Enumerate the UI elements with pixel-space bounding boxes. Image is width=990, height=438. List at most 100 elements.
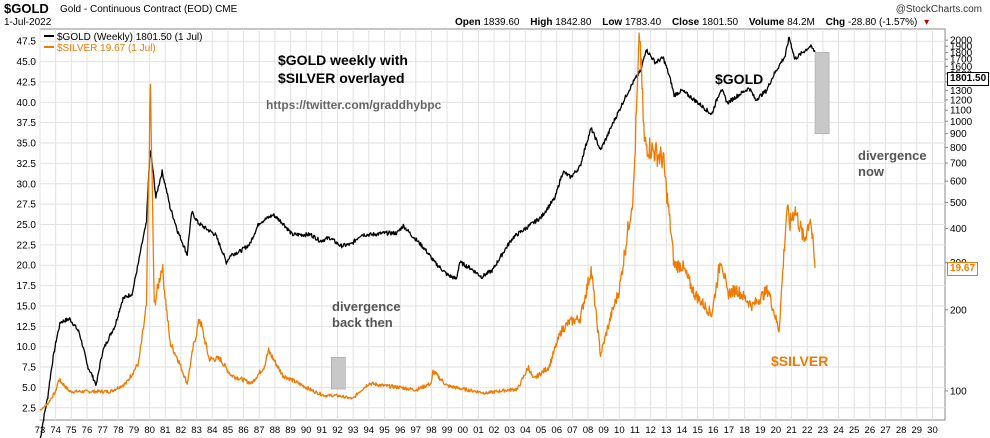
ohlc-volume: Volume 84.2M	[748, 17, 815, 28]
annotation-divergence-now: divergence now	[858, 148, 927, 179]
gold-price-tag: 1801.50	[947, 72, 990, 86]
legend-gold: $GOLD (Weekly) 1801.50 (1 Jul)	[44, 32, 202, 43]
right-tick-label: 900	[950, 129, 967, 140]
x-tick-label: 14	[677, 425, 688, 436]
right-tick-label: 2000	[950, 36, 973, 47]
ticker-symbol: $GOLD	[4, 1, 49, 16]
left-tick-label: 12.5	[17, 322, 37, 333]
left-tick-label: 35.0	[17, 139, 37, 150]
x-tick-label: 29	[912, 425, 923, 436]
left-tick-label: 47.5	[17, 37, 37, 48]
x-tick-label: 00	[457, 425, 468, 436]
annotation-gold-label: $GOLD	[715, 71, 764, 87]
x-tick-label: 27	[880, 425, 891, 436]
left-tick-label: 20.0	[17, 261, 37, 272]
x-tick-label: 89	[285, 425, 296, 436]
x-tick-label: 30	[927, 425, 938, 436]
left-tick-label: 15.0	[17, 301, 37, 312]
left-tick-label: 27.5	[17, 200, 37, 211]
x-tick-label: 86	[238, 425, 249, 436]
x-tick-label: 74	[50, 425, 61, 436]
x-tick-label: 77	[97, 425, 108, 436]
annotation-divergence-then: divergence back then	[332, 299, 401, 330]
x-tick-label: 03	[504, 425, 515, 436]
legend-gold-text: $GOLD (Weekly) 1801.50 (1 Jul)	[57, 32, 203, 43]
x-tick-label: 01	[473, 425, 484, 436]
x-tick-label: 96	[395, 425, 406, 436]
left-tick-label: 30.0	[17, 179, 37, 190]
right-tick-label: 1900	[950, 42, 973, 53]
x-tick-label: 17	[724, 425, 735, 436]
contract-name: Gold - Continuous Contract (EOD)	[60, 4, 213, 15]
x-tick-label: 20	[771, 425, 782, 436]
x-tick-label: 81	[160, 425, 171, 436]
copyright-label: @StockCharts.com	[895, 4, 982, 15]
legend-gold-swatch	[44, 34, 54, 37]
left-tick-label: 22.5	[17, 240, 37, 251]
x-tick-label: 12	[645, 425, 656, 436]
x-tick-label: 23	[818, 425, 829, 436]
x-tick-label: 76	[82, 425, 93, 436]
right-tick-label: 100	[950, 386, 967, 397]
x-tick-label: 09	[598, 425, 609, 436]
x-tick-label: 80	[144, 425, 155, 436]
x-tick-label: 21	[786, 425, 797, 436]
legend-silver: $SILVER 19.67 (1 Jul)	[44, 43, 156, 54]
annotation-title-line1: $GOLD weekly with	[278, 52, 408, 68]
chart-subtitle: Gold - Continuous Contract (EOD) CME	[60, 4, 237, 15]
x-tick-label: 10	[614, 425, 625, 436]
left-tick-label: 32.5	[17, 159, 37, 170]
x-tick-label: 73	[35, 425, 46, 436]
right-tick-label: 1600	[950, 62, 973, 73]
right-tick-label: 500	[950, 198, 967, 209]
x-tick-label: 16	[708, 425, 719, 436]
ohlc-close: Close 1801.50	[671, 17, 739, 28]
x-tick-label: 94	[364, 425, 375, 436]
x-tick-label: 87	[254, 425, 265, 436]
x-tick-label: 88	[270, 425, 281, 436]
x-tick-label: 84	[207, 425, 218, 436]
left-tick-label: 2.5	[22, 403, 36, 414]
exchange-name: CME	[215, 4, 238, 15]
x-tick-label: 82	[176, 425, 187, 436]
x-tick-label: 07	[567, 425, 578, 436]
right-tick-label: 200	[950, 305, 967, 316]
left-tick-label: 45.0	[17, 57, 37, 68]
x-tick-label: 95	[379, 425, 390, 436]
x-tick-label: 26	[865, 425, 876, 436]
x-tick-label: 90	[301, 425, 312, 436]
ohlc-change: Chg -28.80 (-1.57%) ▾	[825, 17, 930, 28]
right-tick-label: 400	[950, 224, 967, 235]
x-tick-label: 22	[802, 425, 813, 436]
ohlc-open: Open 1839.60	[455, 17, 520, 28]
right-tick-label: 1300	[950, 86, 973, 97]
x-tick-label: 98	[426, 425, 437, 436]
x-tick-label: 28	[896, 425, 907, 436]
silver-price-line	[39, 32, 816, 411]
annotation-url: https://twitter.com/graddhybpc	[266, 98, 442, 112]
left-tick-label: 10.0	[17, 342, 37, 353]
silver-price-tag: 19.67	[947, 262, 979, 276]
x-tick-label: 11	[630, 425, 640, 436]
x-tick-label: 19	[755, 425, 766, 436]
right-tick-label: 1800	[950, 48, 973, 59]
x-tick-label: 06	[551, 425, 562, 436]
x-tick-label: 18	[739, 425, 750, 436]
x-tick-label: 78	[113, 425, 124, 436]
x-tick-label: 08	[583, 425, 594, 436]
annotation-title-line2: $SILVER overlayed	[278, 70, 405, 86]
right-tick-label: 800	[950, 143, 967, 154]
ohlc-bar: Open 1839.60 High 1842.80 Low 1783.40 Cl…	[455, 17, 937, 28]
x-tick-label: 02	[489, 425, 500, 436]
right-tick-label: 600	[950, 177, 967, 188]
x-tick-label: 85	[223, 425, 234, 436]
ohlc-low: Low 1783.40	[602, 17, 662, 28]
x-tick-label: 99	[442, 425, 453, 436]
left-tick-label: 7.5	[22, 363, 36, 374]
right-tick-label: 700	[950, 159, 967, 170]
left-tick-label: 5.0	[22, 383, 36, 394]
left-tick-label: 37.5	[17, 118, 37, 129]
x-tick-label: 93	[348, 425, 359, 436]
legend-silver-swatch	[44, 45, 54, 48]
